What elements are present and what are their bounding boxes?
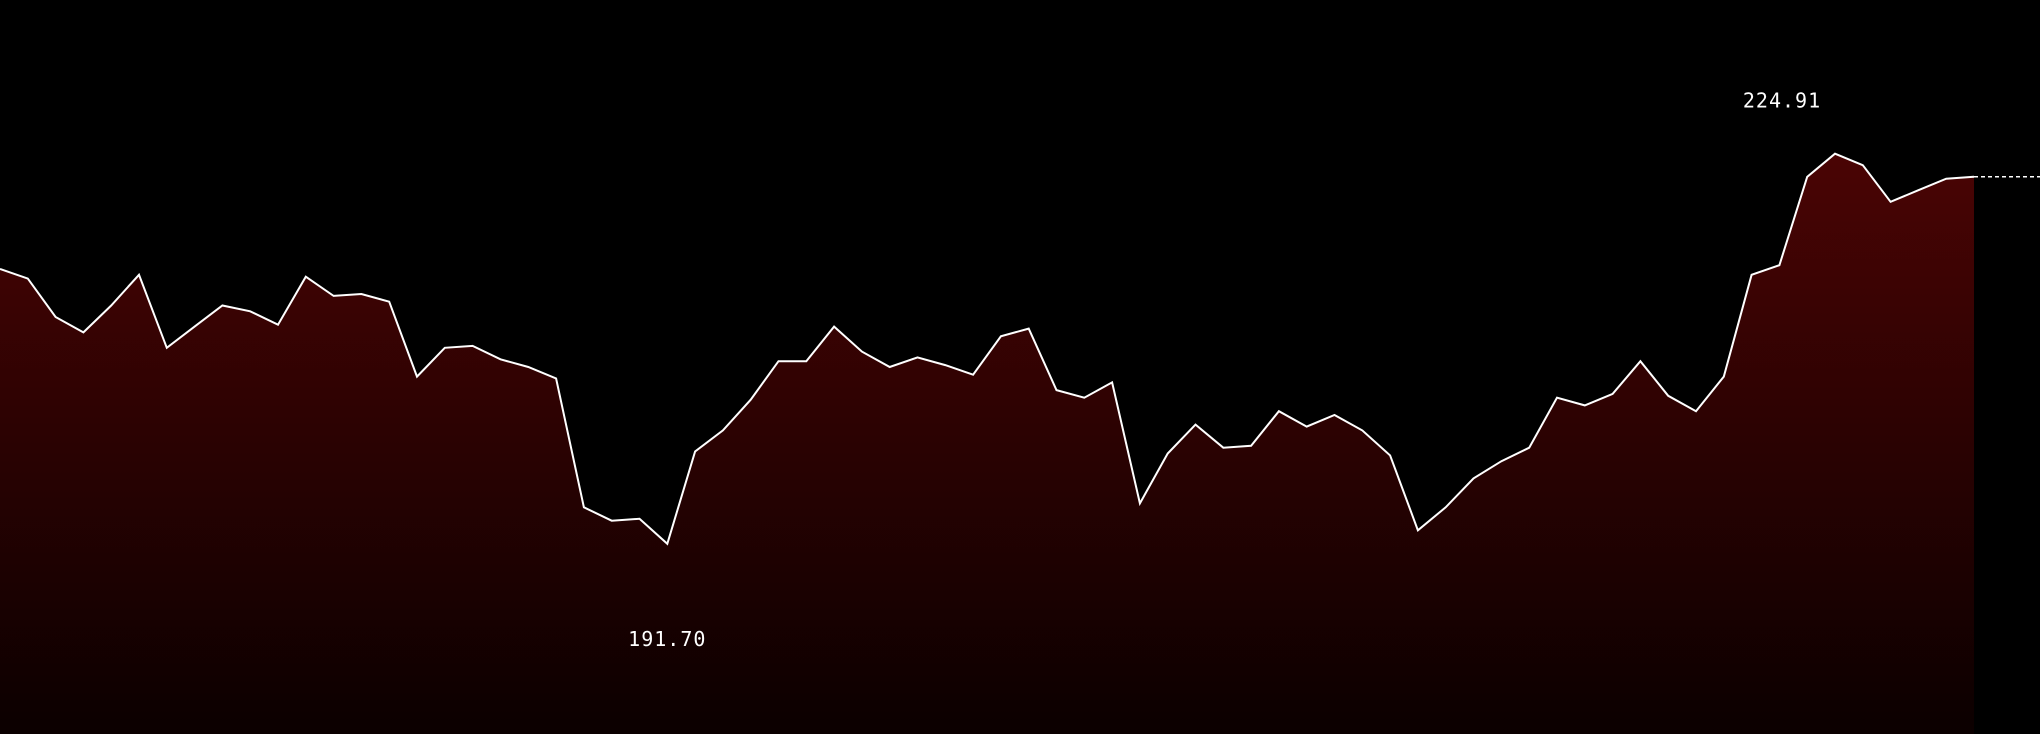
price-line <box>0 152 1975 546</box>
area-fill <box>0 153 1974 734</box>
max-price-label: 224.91 <box>1743 89 1821 113</box>
min-price-label: 191.70 <box>628 627 706 651</box>
